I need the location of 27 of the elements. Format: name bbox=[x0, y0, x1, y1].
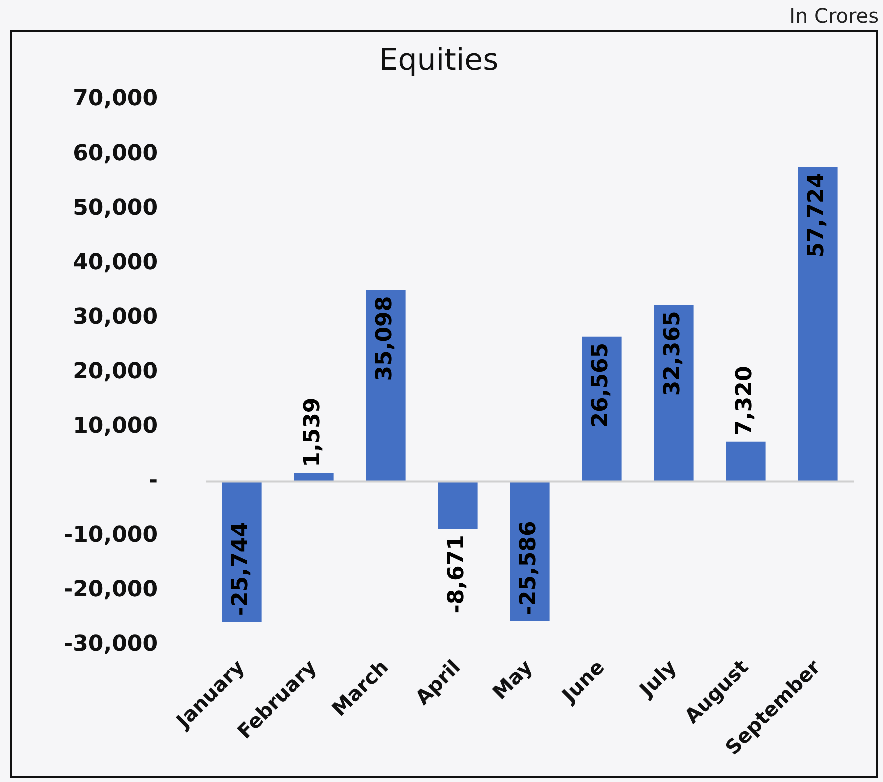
data-label: 7,320 bbox=[732, 366, 758, 436]
y-tick-label: 70,000 bbox=[73, 86, 158, 112]
y-tick-label: -10,000 bbox=[64, 523, 158, 548]
text: In Crores bbox=[790, 4, 879, 28]
data-label: 57,724 bbox=[804, 172, 830, 258]
data-label: -25,586 bbox=[516, 521, 542, 616]
y-tick-label: 50,000 bbox=[73, 196, 158, 221]
y-tick-label: 30,000 bbox=[73, 304, 158, 330]
bar bbox=[726, 442, 766, 482]
data-label: -8,671 bbox=[444, 535, 470, 614]
bar bbox=[438, 482, 478, 530]
data-label: 1,539 bbox=[300, 398, 326, 468]
data-label: 32,365 bbox=[660, 311, 686, 396]
bar bbox=[798, 166, 838, 482]
y-tick-label: 10,000 bbox=[73, 414, 158, 439]
bar bbox=[654, 305, 694, 482]
data-label: 26,565 bbox=[588, 342, 614, 428]
y-tick-label: -20,000 bbox=[64, 578, 158, 603]
y-tick-label: 60,000 bbox=[73, 141, 158, 166]
y-tick-label: -30,000 bbox=[64, 632, 158, 658]
data-label: 35,098 bbox=[372, 296, 398, 382]
y-tick-label: - bbox=[148, 468, 158, 494]
bar bbox=[366, 290, 406, 482]
y-tick-label: 20,000 bbox=[73, 359, 158, 384]
chart-title: Equities bbox=[379, 42, 499, 78]
y-tick-label: 40,000 bbox=[73, 250, 158, 276]
data-label: -25,744 bbox=[228, 522, 254, 616]
